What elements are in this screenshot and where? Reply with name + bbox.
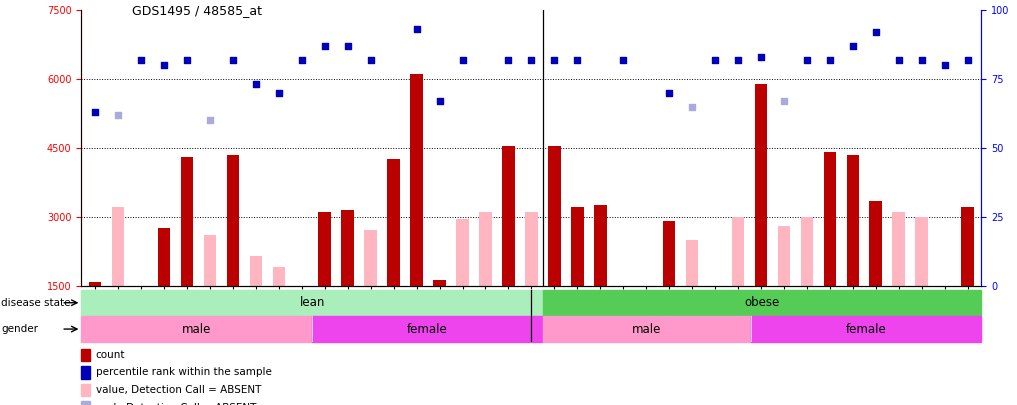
Bar: [387, 159, 400, 286]
Bar: [893, 212, 905, 286]
Bar: [685, 240, 699, 286]
Text: value, Detection Call = ABSENT: value, Detection Call = ABSENT: [96, 385, 261, 395]
Text: count: count: [96, 350, 125, 360]
Bar: [870, 200, 882, 286]
Bar: [525, 212, 538, 286]
Point: [798, 56, 815, 63]
Text: rank, Detection Call = ABSENT: rank, Detection Call = ABSENT: [96, 403, 256, 405]
Bar: [502, 145, 515, 286]
Bar: [203, 235, 217, 286]
Point: [707, 56, 723, 63]
Bar: [410, 75, 423, 286]
Point: [891, 56, 907, 63]
Text: lean: lean: [299, 296, 324, 309]
Bar: [433, 280, 445, 286]
Bar: [571, 207, 584, 286]
Point: [776, 98, 792, 104]
Bar: [342, 210, 354, 286]
Point: [201, 117, 218, 124]
Point: [294, 56, 310, 63]
Bar: [81, 316, 312, 342]
Bar: [731, 217, 744, 286]
Bar: [548, 145, 560, 286]
Bar: [81, 384, 91, 396]
Point: [615, 56, 632, 63]
Point: [340, 43, 356, 49]
Bar: [961, 207, 974, 286]
Bar: [778, 226, 790, 286]
Text: male: male: [633, 322, 661, 336]
Text: GDS1495 / 48585_at: GDS1495 / 48585_at: [132, 4, 262, 17]
Point: [937, 62, 953, 68]
Bar: [543, 316, 751, 342]
Point: [431, 98, 447, 104]
Bar: [594, 205, 606, 286]
Bar: [273, 267, 285, 286]
Point: [409, 26, 425, 33]
Point: [500, 56, 517, 63]
Bar: [915, 217, 929, 286]
Bar: [364, 230, 377, 286]
Bar: [800, 217, 814, 286]
Bar: [81, 348, 91, 361]
Point: [316, 43, 333, 49]
Point: [110, 111, 126, 118]
Text: female: female: [846, 322, 887, 336]
Point: [362, 56, 378, 63]
Point: [523, 56, 539, 63]
Point: [684, 103, 701, 110]
Point: [730, 56, 746, 63]
Point: [156, 62, 172, 68]
Text: disease state: disease state: [1, 298, 70, 308]
Bar: [181, 157, 193, 286]
Point: [913, 56, 930, 63]
Bar: [846, 155, 859, 286]
Point: [868, 29, 884, 35]
Point: [570, 56, 586, 63]
Point: [225, 56, 241, 63]
Point: [661, 90, 677, 96]
Bar: [479, 212, 492, 286]
Bar: [112, 207, 124, 286]
Bar: [751, 316, 981, 342]
Text: male: male: [182, 322, 212, 336]
Bar: [81, 401, 91, 405]
Bar: [318, 212, 332, 286]
Point: [822, 56, 838, 63]
Bar: [663, 221, 675, 286]
Bar: [824, 152, 836, 286]
Point: [248, 81, 264, 88]
Bar: [755, 83, 767, 286]
Bar: [88, 282, 102, 286]
Point: [546, 56, 562, 63]
Bar: [312, 316, 543, 342]
Bar: [158, 228, 170, 286]
Bar: [249, 256, 262, 286]
Point: [133, 56, 149, 63]
Point: [179, 56, 195, 63]
Bar: [227, 155, 239, 286]
Point: [753, 54, 769, 60]
Point: [455, 56, 471, 63]
Point: [271, 90, 287, 96]
Bar: [81, 290, 543, 316]
Text: obese: obese: [744, 296, 780, 309]
Text: percentile rank within the sample: percentile rank within the sample: [96, 367, 272, 377]
Text: female: female: [407, 322, 447, 336]
Point: [845, 43, 861, 49]
Point: [959, 56, 975, 63]
Bar: [81, 366, 91, 379]
Point: [87, 109, 104, 115]
Bar: [457, 219, 469, 286]
Bar: [543, 290, 981, 316]
Text: gender: gender: [1, 324, 38, 334]
